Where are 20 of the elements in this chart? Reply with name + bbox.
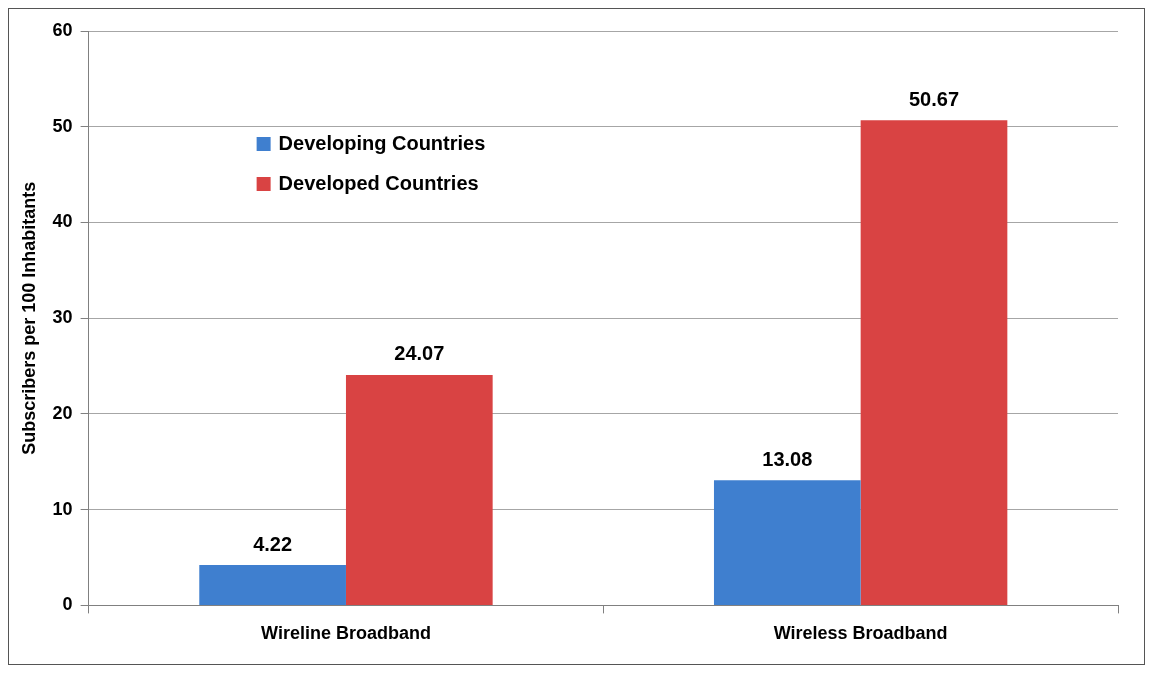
x-tick-label: Wireless Broadband xyxy=(773,623,948,644)
x-tick-label: Wireline Broadband xyxy=(261,623,431,644)
bar xyxy=(713,480,861,605)
y-tick-label: 30 xyxy=(52,307,73,328)
y-tick-label: 10 xyxy=(52,498,73,519)
data-label: 24.07 xyxy=(394,342,445,365)
y-tick-label: 20 xyxy=(52,402,73,423)
data-label: 50.67 xyxy=(908,87,960,110)
bar xyxy=(860,120,1008,605)
y-tick-label: 50 xyxy=(52,115,73,136)
bar xyxy=(345,374,493,605)
legend-label: Developed Countries xyxy=(278,171,479,194)
data-label: 13.08 xyxy=(762,447,813,470)
data-label: 4.22 xyxy=(253,532,293,555)
y-tick-label: 40 xyxy=(52,211,73,232)
y-tick-label: 60 xyxy=(52,19,73,40)
y-tick-label: 0 xyxy=(62,594,73,615)
legend-label: Developing Countries xyxy=(278,131,486,154)
y-axis-title: Subscribers per 100 Inhabitants xyxy=(18,181,39,455)
bar xyxy=(199,565,346,605)
